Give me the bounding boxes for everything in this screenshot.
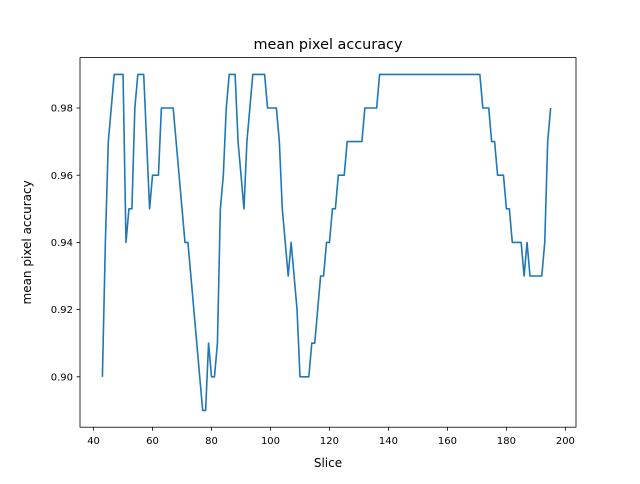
y-tick-label: 0.94	[51, 238, 73, 249]
y-tick-label: 0.92	[51, 305, 73, 316]
x-tick-label: 200	[556, 436, 575, 447]
series-line	[101, 73, 552, 412]
x-axis: 40 60 80 100 120 140 160 180 200	[87, 427, 575, 447]
x-tick-label: 160	[438, 436, 457, 447]
y-tick-label: 0.90	[51, 372, 73, 383]
x-tick-label: 60	[146, 436, 159, 447]
x-tick-label: 40	[87, 436, 100, 447]
y-axis-label: mean pixel accuracy	[20, 180, 34, 304]
x-axis-label: Slice	[314, 456, 342, 470]
y-axis: 0.90 0.92 0.94 0.96 0.98	[51, 104, 80, 383]
y-tick-label: 0.96	[51, 171, 73, 182]
x-tick-label: 180	[497, 436, 516, 447]
x-tick-label: 100	[261, 436, 280, 447]
x-tick-label: 80	[205, 436, 218, 447]
x-tick-label: 140	[379, 436, 398, 447]
x-tick-label: 120	[320, 436, 339, 447]
series-layer	[101, 73, 552, 412]
chart-title: mean pixel accuracy	[254, 37, 403, 53]
y-tick-label: 0.98	[51, 104, 73, 115]
